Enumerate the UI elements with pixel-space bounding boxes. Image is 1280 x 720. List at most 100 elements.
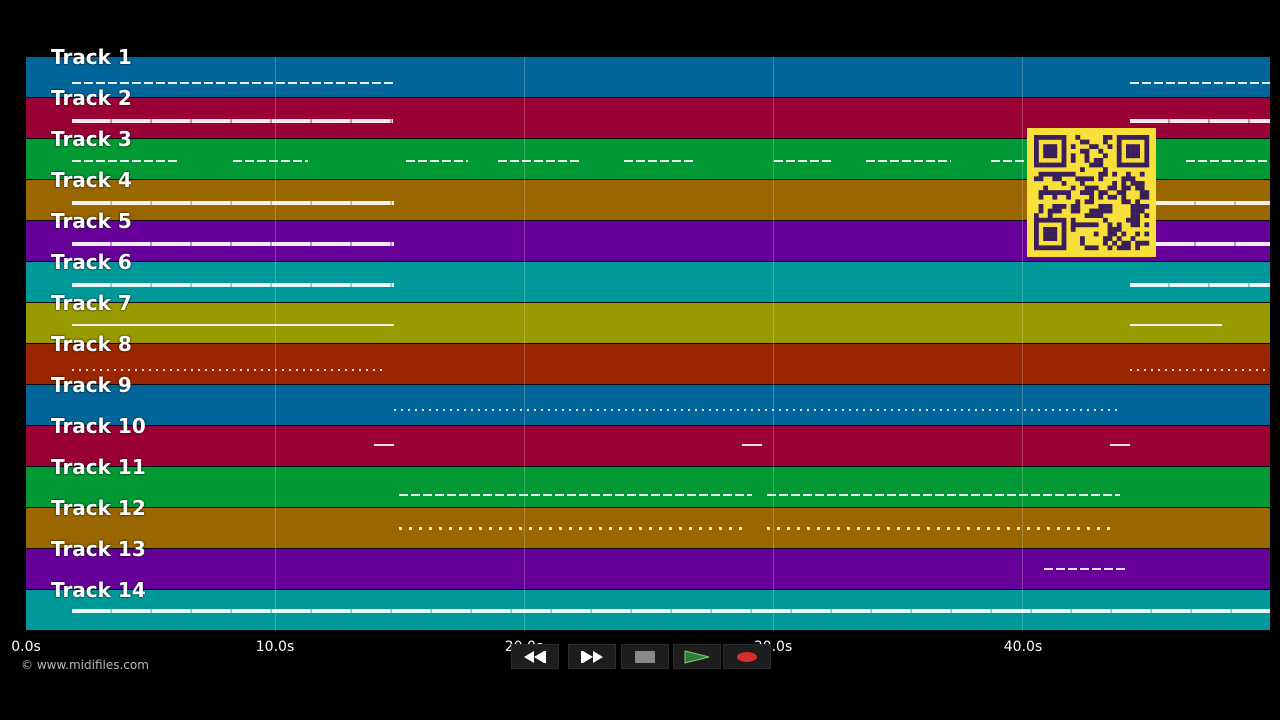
note-mark	[1130, 324, 1222, 326]
qr-module	[1052, 204, 1058, 209]
qr-module	[1130, 153, 1136, 159]
qr-module	[1057, 217, 1062, 223]
track-lane: Track 6	[26, 250, 1270, 303]
qr-module	[1126, 185, 1131, 191]
qr-module	[1084, 158, 1090, 163]
qr-module	[1144, 190, 1150, 195]
qr-module	[1070, 208, 1076, 214]
qr-module	[1126, 245, 1131, 251]
track-label: Track 14	[51, 578, 146, 602]
qr-module	[1116, 162, 1122, 168]
qr-module	[1034, 153, 1039, 159]
qr-module	[1130, 162, 1136, 168]
track-label: Track 1	[51, 45, 132, 69]
qr-module	[1047, 171, 1053, 177]
qr-module	[1103, 153, 1108, 159]
qr-module	[1121, 231, 1127, 237]
qr-module	[1034, 176, 1039, 182]
qr-module	[1052, 135, 1058, 140]
qr-module	[1038, 245, 1044, 251]
qr-module	[1061, 222, 1067, 228]
qr-module	[1126, 135, 1131, 140]
qr-module	[1089, 245, 1094, 251]
record-button[interactable]	[723, 644, 771, 669]
qr-module	[1052, 231, 1058, 237]
qr-module	[1135, 135, 1140, 140]
qr-module	[1130, 217, 1136, 223]
time-tick-label: 10.0s	[255, 639, 295, 655]
qr-module	[1139, 204, 1145, 209]
qr-module	[1052, 144, 1058, 149]
qr-module	[1144, 222, 1150, 228]
piano-roll-canvas: Track 1 Track 2 Track 3 Track 4 Track 5 …	[26, 45, 1270, 631]
qr-module	[1098, 194, 1104, 200]
qr-module	[1070, 222, 1076, 228]
qr-module	[1070, 158, 1076, 163]
note-mark	[624, 160, 696, 162]
qr-module	[1116, 236, 1122, 241]
qr-module	[1061, 171, 1067, 177]
qr-module	[1034, 158, 1039, 163]
qr-module	[1093, 158, 1099, 163]
qr-module	[1075, 176, 1081, 182]
note-mark	[1130, 119, 1270, 123]
fast-forward-button[interactable]	[568, 644, 616, 669]
play-button[interactable]	[673, 644, 721, 669]
qr-module	[1130, 236, 1136, 241]
qr-module	[1130, 222, 1136, 228]
qr-module	[1135, 144, 1140, 149]
note-mark	[399, 527, 748, 530]
qr-module	[1139, 185, 1145, 191]
rewind-button[interactable]	[511, 644, 559, 669]
qr-module	[1061, 231, 1067, 237]
qr-module	[1043, 190, 1048, 195]
track-label: Track 11	[51, 455, 146, 479]
qr-module	[1098, 190, 1104, 195]
qr-module	[1047, 190, 1053, 195]
qr-module	[1135, 162, 1140, 168]
qr-module	[1093, 162, 1099, 168]
qr-module	[1047, 148, 1053, 154]
record-icon	[736, 651, 758, 663]
stop-button[interactable]	[621, 644, 669, 669]
qr-module	[1080, 240, 1085, 246]
qr-module	[1057, 176, 1062, 182]
qr-module	[1057, 245, 1062, 251]
qr-module	[1098, 162, 1104, 168]
qr-module	[1052, 194, 1058, 200]
qr-module	[1139, 190, 1145, 195]
track-label: Track 4	[51, 168, 132, 192]
qr-module	[1112, 171, 1117, 177]
track-lane: Track 10	[26, 414, 1270, 467]
qr-module	[1103, 171, 1108, 177]
qr-module	[1043, 153, 1048, 159]
track-label: Track 9	[51, 373, 132, 397]
qr-module	[1135, 231, 1140, 237]
qr-module	[1121, 240, 1127, 246]
qr-module	[1034, 240, 1039, 246]
qr-module	[1034, 231, 1039, 237]
qr-module	[1144, 139, 1150, 145]
qr-module	[1130, 213, 1136, 218]
qr-module	[1130, 148, 1136, 154]
qr-module	[1135, 208, 1140, 214]
qr-module	[1084, 148, 1090, 154]
note-mark	[406, 160, 468, 162]
qr-module	[1116, 158, 1122, 163]
qr-module	[1080, 167, 1085, 172]
qr-module	[1103, 139, 1108, 145]
qr-module	[1093, 245, 1099, 251]
qr-module	[1139, 208, 1145, 214]
qr-module	[1034, 217, 1039, 223]
qr-module	[1107, 194, 1113, 200]
qr-module	[1052, 190, 1058, 195]
qr-module	[1084, 139, 1090, 145]
qr-module	[1043, 236, 1048, 241]
qr-module	[1112, 231, 1117, 237]
note-mark	[72, 609, 1270, 613]
qr-module	[1126, 240, 1131, 246]
qr-module	[1116, 190, 1122, 195]
note-mark	[767, 527, 1116, 530]
qr-module	[1075, 199, 1081, 205]
qr-module	[1080, 176, 1085, 182]
